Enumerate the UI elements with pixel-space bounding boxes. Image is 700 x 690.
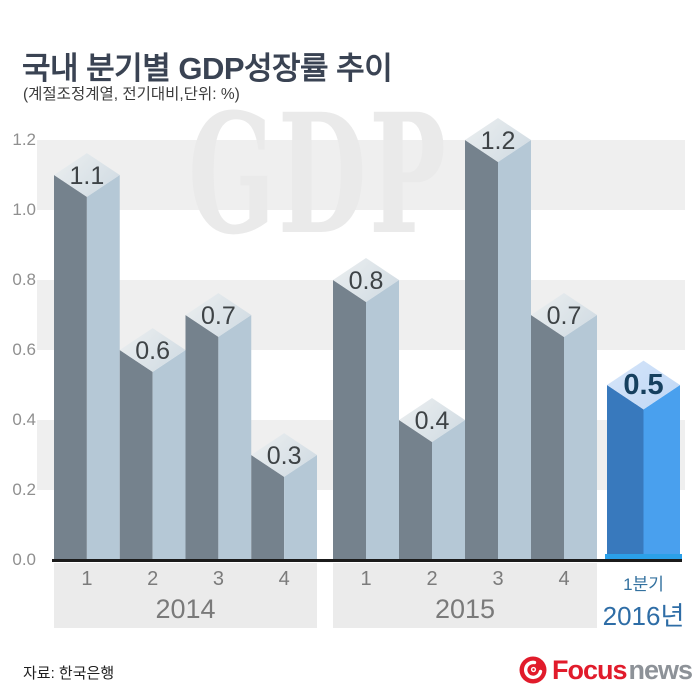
y-tick-label: 0.6 [12, 340, 36, 359]
footer: 자료: 한국은행 Focus news [0, 650, 700, 690]
bar-2015-q4: 0.7 [531, 293, 597, 560]
y-tick-label: 0.8 [12, 270, 36, 289]
quarter-label: 4 [558, 568, 570, 590]
bars-canvas: 1.1 0.6 0.7 0.3 0.8 0.4 1.2 0.7 0.5 [54, 118, 680, 560]
quarter-label: 1 [81, 568, 93, 590]
bar-value-label: 1.1 [69, 162, 104, 190]
focus-swirl-icon [519, 656, 547, 684]
year-label: 2016년 [602, 601, 685, 631]
year-label: 2014 [155, 594, 216, 624]
y-tick-label: 1.2 [12, 130, 36, 149]
bar-value-label: 0.8 [349, 267, 384, 295]
gdp-watermark-text: GDP [188, 77, 449, 271]
bar-2016-q1: 0.5 [607, 360, 680, 560]
gdp-bar-chart: GDP 0.0 0.2 0.4 0.6 0.8 1.0 1.2 1.1 0.6 0.7 0.3 0.… [12, 77, 685, 631]
bar-value-label: 0.5 [623, 369, 663, 401]
bar-2015-q1: 0.8 [333, 258, 399, 560]
quarter-label: 4 [278, 568, 290, 590]
quarter-label: 2 [426, 568, 438, 590]
quarter-label: 1분기 [623, 575, 664, 594]
x-label-band [54, 563, 317, 628]
bar-value-label: 0.7 [201, 302, 236, 330]
quarter-label: 3 [212, 568, 224, 590]
bar-2014-q3: 0.7 [185, 293, 252, 560]
x-axis-line [52, 559, 682, 562]
bar-value-label: 0.7 [547, 302, 582, 330]
source-note: 자료: 한국은행 [23, 665, 115, 682]
page-subtitle: (계절조정계열, 전기대비,단위: %) [23, 86, 240, 103]
bar-2014-q2: 0.6 [119, 328, 186, 560]
year-label: 2015 [434, 594, 496, 624]
bar-value-label: 0.3 [267, 442, 302, 470]
quarter-label: 2 [147, 568, 159, 590]
y-tick-label: 0.4 [12, 410, 36, 429]
y-tick-label: 1.0 [12, 200, 36, 219]
brand-focus: Focus [551, 654, 628, 685]
grid-band [37, 140, 685, 210]
page-title: 국내 분기별 GDP성장률 추이 [22, 50, 393, 86]
highlight-axis-segment [605, 554, 682, 559]
y-tick-label: 0.2 [12, 480, 36, 499]
bar-value-label: 0.6 [135, 337, 170, 365]
y-tick-label: 0.0 [12, 550, 36, 569]
bar-2014-q1: 1.1 [54, 153, 120, 560]
quarter-label: 1 [360, 568, 372, 590]
bar-2014-q4: 0.3 [251, 433, 317, 560]
quarter-label: 3 [492, 568, 504, 590]
bar-2015-q3: 1.2 [465, 118, 531, 560]
bar-value-label: 1.2 [481, 127, 516, 155]
focus-news-logo: Focus news [518, 654, 693, 686]
bar-2015-q2: 0.4 [399, 398, 465, 560]
brand-news: news [628, 654, 693, 685]
bar-value-label: 0.4 [415, 407, 450, 435]
x-label-band [333, 563, 597, 628]
